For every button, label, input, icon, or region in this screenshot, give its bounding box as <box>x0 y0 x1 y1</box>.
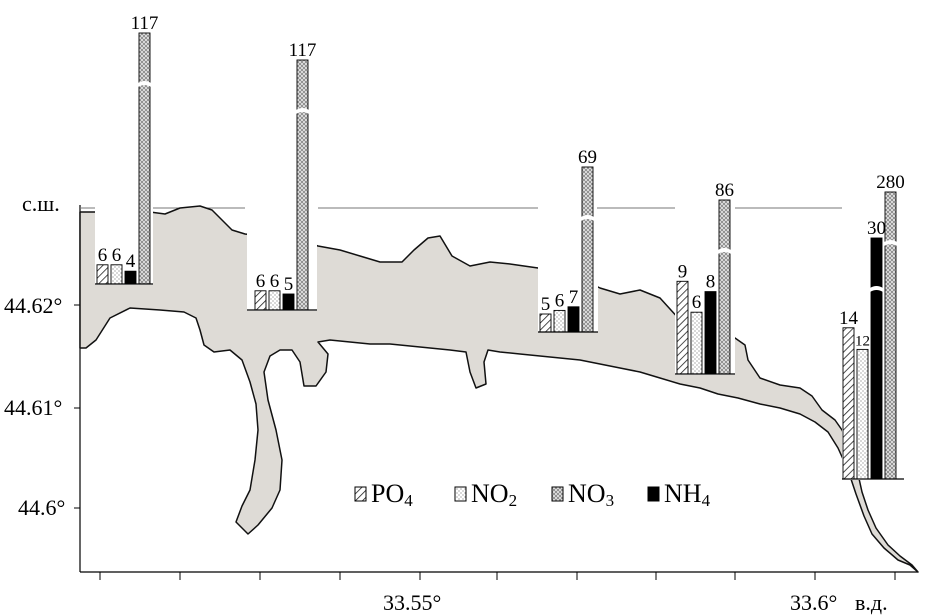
data-label: 6 <box>555 290 565 311</box>
scale-break <box>138 81 151 87</box>
x-unit-label: в.д. <box>855 590 888 615</box>
station-chart: 5 6 7 69 <box>538 147 598 333</box>
y-unit-label: с.ш. <box>22 191 60 216</box>
legend-label: NO3 <box>568 479 614 510</box>
po4-bar <box>254 290 267 311</box>
y-ticks <box>74 304 80 509</box>
data-label: 5 <box>284 274 294 295</box>
po4-bar <box>842 327 855 480</box>
po4-bar <box>96 264 109 285</box>
po4-bar <box>676 280 689 375</box>
legend-swatch <box>354 486 367 502</box>
data-label: 6 <box>256 271 266 292</box>
station-chart: 14 12 30 280 <box>839 172 905 480</box>
data-label: 5 <box>541 294 551 315</box>
data-label: 7 <box>569 287 579 308</box>
legend-label: NH4 <box>664 479 711 510</box>
y-tick-label: 44.62° <box>4 293 62 318</box>
no2-bar <box>553 309 566 333</box>
data-label: 86 <box>715 180 734 201</box>
y-tick-label: 44.6° <box>18 495 65 520</box>
legend-swatch <box>454 486 467 502</box>
bay-water-shape <box>79 205 919 573</box>
data-label: 117 <box>289 40 317 61</box>
x-tick-label: 33.6° <box>790 590 837 615</box>
scale-break <box>296 108 309 114</box>
no3-bar <box>296 59 309 311</box>
legend-label: NO2 <box>471 479 517 510</box>
legend-po4: PO4 <box>354 479 413 510</box>
station-chart: 968 86 <box>675 180 735 375</box>
no2-bar <box>856 348 869 480</box>
data-label: 280 <box>876 172 905 193</box>
data-label: 4 <box>126 251 136 272</box>
x-minor-ticks <box>99 572 896 580</box>
data-label: 8 <box>706 272 716 293</box>
legend-swatch <box>551 486 564 502</box>
x-tick-label: 33.55° <box>383 590 441 615</box>
data-label: 6 <box>98 245 108 266</box>
nh4-bar <box>704 291 717 375</box>
no2-bar <box>268 290 281 311</box>
nh4-bar <box>124 270 137 285</box>
data-label: 9 <box>678 261 688 282</box>
nh4-bar <box>870 237 883 480</box>
data-label: 6 <box>692 292 702 313</box>
no3-bar <box>718 199 731 375</box>
legend-no2: NO2 <box>454 479 517 510</box>
nh4-bar <box>567 306 580 333</box>
legend: PO4 NO2 NO3 NH4 <box>354 479 711 510</box>
scale-break <box>870 286 883 292</box>
legend-swatch <box>647 486 660 502</box>
data-label: 14 <box>839 308 859 329</box>
data-label: 6 <box>270 271 280 292</box>
scale-break <box>718 248 731 254</box>
data-label: 6 <box>112 245 122 266</box>
data-label: 12 <box>855 333 870 349</box>
legend-label: PO4 <box>371 479 413 510</box>
no2-bar <box>690 311 703 375</box>
po4-bar <box>539 313 552 333</box>
legend-no3: NO3 <box>551 479 614 510</box>
station-chart: 6 6 5 117 <box>247 40 317 311</box>
nh4-bar <box>282 293 295 311</box>
no3-bar <box>884 191 897 480</box>
no2-bar <box>110 264 123 285</box>
scale-break <box>581 215 594 221</box>
no3-bar <box>581 166 594 333</box>
data-label: 69 <box>578 147 597 168</box>
no3-bar <box>138 32 151 285</box>
data-label: 30 <box>867 218 886 239</box>
station-chart: 6 6 4 117 <box>95 13 158 285</box>
scale-break <box>884 240 897 246</box>
y-tick-label: 44.61° <box>4 395 62 420</box>
data-label: 117 <box>131 13 159 34</box>
legend-nh4: NH4 <box>647 479 711 510</box>
